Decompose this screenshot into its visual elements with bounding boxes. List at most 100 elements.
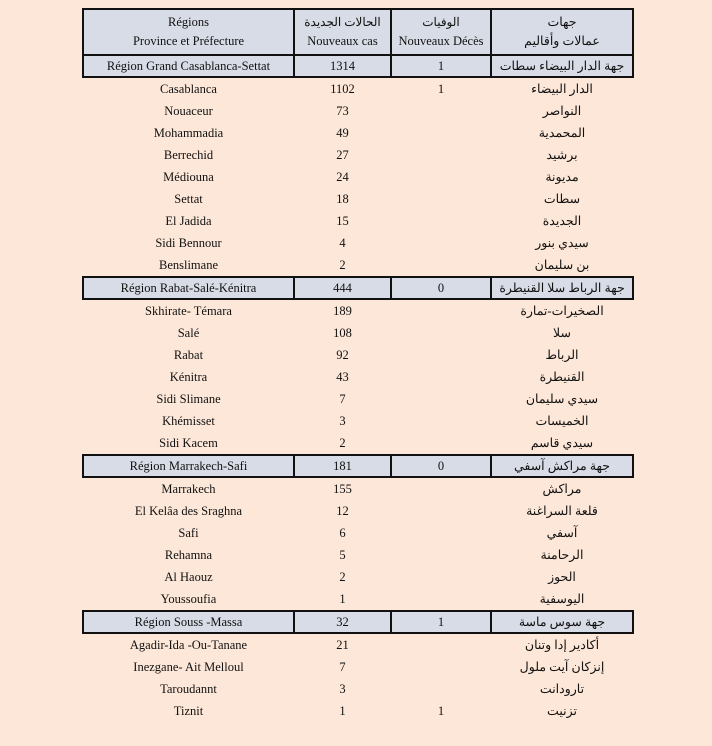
place-name: Rabat [173, 348, 204, 362]
table-row: Youssoufia 1 اليوسفية [83, 588, 633, 611]
new-cases: 15 [336, 214, 349, 228]
place-name: Région Rabat-Salé-Kénitra [82, 276, 295, 300]
new-cases: 5 [339, 548, 346, 562]
table-row: Nouaceur 73 النواصر [83, 100, 633, 122]
new-cases: 3 [339, 682, 346, 696]
place-name: Rehamna [164, 548, 213, 562]
place-name-ar: سيدي بنور [535, 236, 589, 250]
new-deaths [391, 166, 491, 188]
place-name-ar: برشيد [546, 148, 578, 162]
new-cases: 155 [333, 482, 352, 496]
new-deaths: 1 [437, 82, 445, 96]
new-deaths [391, 544, 491, 566]
new-deaths [391, 299, 491, 322]
header-label: عمالات وأقاليم [524, 34, 600, 48]
table-row: Rehamna 5 الرحامنة [83, 544, 633, 566]
new-deaths [391, 678, 491, 700]
new-cases: 444 [293, 276, 392, 300]
new-deaths [391, 188, 491, 210]
place-name: Médiouna [163, 170, 214, 184]
new-cases: 1314 [293, 54, 392, 78]
new-cases: 49 [336, 126, 349, 140]
table-row: Tiznit 1 1 تزنيت [83, 700, 633, 722]
place-name: Salé [177, 326, 200, 340]
header-new-deaths: الوفيات Nouveaux Décès [390, 8, 492, 56]
new-cases: 181 [293, 454, 392, 478]
new-deaths [391, 500, 491, 522]
place-name: Nouaceur [164, 104, 213, 118]
place-name: Benslimane [158, 258, 218, 272]
place-name-ar: آسفي [546, 526, 578, 540]
place-name: Safi [178, 526, 199, 540]
place-name: Settat [174, 192, 203, 206]
table-row: Sidi Bennour 4 سيدي بنور [83, 232, 633, 254]
new-cases: 92 [336, 348, 349, 362]
place-name: Sidi Slimane [156, 392, 221, 406]
covid-cases-table: Régions Province et Préfecture الحالات ال… [82, 8, 634, 722]
place-name-ar: الحوز [548, 570, 576, 584]
place-name-ar: جهة سوس ماسة [490, 610, 634, 634]
new-deaths: 0 [390, 276, 492, 300]
region-row: Région Souss -Massa 32 1 جهة سوس ماسة [82, 610, 634, 634]
table-row: Sidi Kacem 2 سيدي قاسم [83, 432, 633, 455]
header-label: Nouveaux Décès [398, 34, 484, 48]
place-name: Kénitra [169, 370, 208, 384]
new-deaths [391, 522, 491, 544]
place-name-ar: قلعة السراغنة [526, 504, 598, 518]
place-name-ar: الصخيرات-تمارة [520, 304, 604, 318]
place-name-ar: تارودانت [539, 682, 585, 696]
place-name: Région Marrakech-Safi [82, 454, 295, 478]
place-name-ar: تزنيت [547, 704, 577, 718]
table-row: Settat 18 سطات [83, 188, 633, 210]
new-deaths [391, 144, 491, 166]
place-name: Région Grand Casablanca-Settat [82, 54, 295, 78]
header-label: جهات [547, 15, 577, 29]
place-name: El Kelâa des Sraghna [134, 504, 243, 518]
new-cases: 18 [336, 192, 349, 206]
table-row: Marrakech 155 مراكش [83, 477, 633, 500]
table-header-row: Régions Province et Préfecture الحالات ال… [82, 8, 634, 56]
place-name-ar: الرباط [545, 348, 579, 362]
header-region-fr: Régions Province et Préfecture [82, 8, 295, 56]
place-name-ar: سلا [553, 326, 571, 340]
new-cases: 6 [339, 526, 346, 540]
new-deaths [391, 633, 491, 656]
header-label: الوفيات [422, 15, 460, 29]
region-row: Région Marrakech-Safi 181 0 جهة مراكش آسفي [82, 454, 634, 478]
place-name-ar: جهة الدار البيضاء سطات [490, 54, 634, 78]
new-deaths: 0 [390, 454, 492, 478]
new-cases: 2 [339, 570, 346, 584]
table-row: El Kelâa des Sraghna 12 قلعة السراغنة [83, 500, 633, 522]
place-name: Berrechid [163, 148, 214, 162]
place-name-ar: الجديدة [542, 214, 582, 228]
table-row: Benslimane 2 بن سليمان [83, 254, 633, 277]
table-row: Mohammadia 49 المحمدية [83, 122, 633, 144]
table-row: Inezgane- Ait Melloul 7 إنزكان آيت ملول [83, 656, 633, 678]
place-name-ar: إنزكان آيت ملول [519, 660, 605, 674]
place-name: Al Haouz [164, 570, 213, 584]
new-cases: 1 [339, 704, 346, 718]
place-name: Agadir-Ida -Ou-Tanane [129, 638, 248, 652]
place-name: Mohammadia [153, 126, 224, 140]
header-label: الحالات الجديدة [304, 15, 381, 29]
region-row: Région Rabat-Salé-Kénitra 444 0 جهة الرباط … [82, 276, 634, 300]
table-row: Khémisset 3 الخميسات [83, 410, 633, 432]
new-deaths [391, 100, 491, 122]
new-cases: 27 [336, 148, 349, 162]
new-cases: 43 [336, 370, 349, 384]
new-deaths [391, 322, 491, 344]
region-row: Région Grand Casablanca-Settat 1314 1 جهة ا… [82, 54, 634, 78]
place-name-ar: جهة مراكش آسفي [490, 454, 634, 478]
new-deaths: 1 [437, 704, 445, 718]
place-name: Région Souss -Massa [82, 610, 295, 634]
new-deaths [391, 254, 491, 277]
place-name: Inezgane- Ait Melloul [133, 660, 244, 674]
new-cases: 4 [339, 236, 346, 250]
new-cases: 108 [333, 326, 352, 340]
new-cases: 1102 [330, 82, 355, 96]
new-cases: 73 [336, 104, 349, 118]
place-name-ar: سيدي قاسم [530, 436, 594, 450]
new-deaths [391, 388, 491, 410]
table-row: Rabat 92 الرباط [83, 344, 633, 366]
new-deaths [391, 232, 491, 254]
